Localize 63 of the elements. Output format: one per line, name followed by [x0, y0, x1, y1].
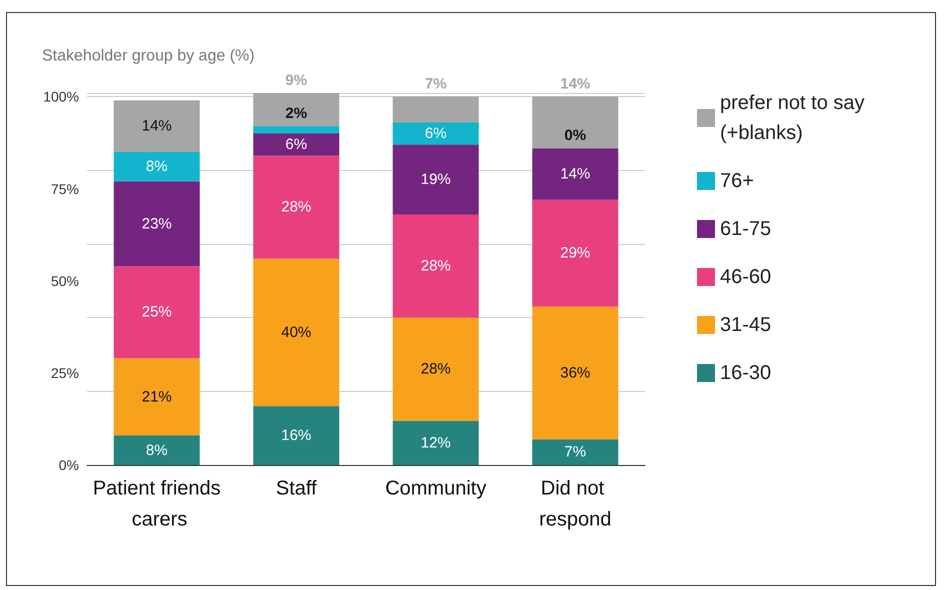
- bar: [253, 258, 340, 406]
- bar: [253, 406, 340, 465]
- data-label: 14%: [560, 166, 590, 183]
- legend-label: prefer not to say (+blanks): [720, 92, 870, 144]
- data-label: 25%: [142, 304, 172, 321]
- legend-label: 61-75: [720, 218, 772, 240]
- data-label: 21%: [142, 388, 172, 406]
- y-tick-label: 75%: [50, 180, 79, 197]
- legend-label: 76+: [720, 170, 754, 192]
- data-label: 8%: [146, 158, 168, 176]
- bar: [114, 358, 200, 436]
- data-label: 23%: [142, 215, 172, 232]
- data-label: 29%: [560, 244, 590, 262]
- data-label: 28%: [281, 198, 312, 216]
- data-label: 14%: [560, 76, 590, 93]
- bar: [253, 93, 340, 126]
- data-label: 8%: [146, 442, 168, 459]
- data-label: 9%: [285, 72, 308, 89]
- data-label: 2%: [285, 105, 308, 122]
- bar: [114, 436, 200, 465]
- legend-label: 46-60: [720, 266, 772, 288]
- data-label: 40%: [281, 324, 312, 341]
- bar: [114, 181, 200, 266]
- bar: [392, 122, 479, 145]
- bar: [253, 126, 340, 134]
- y-tick-label: 100%: [43, 88, 79, 105]
- bar: [532, 306, 618, 440]
- data-label: 16%: [281, 427, 312, 444]
- bar: [532, 148, 618, 200]
- x-tick-label: Community: [385, 478, 486, 500]
- data-label: 14%: [142, 118, 172, 135]
- bar: [392, 420, 479, 465]
- bar: [532, 439, 618, 465]
- x-tick-label: Did not respond: [539, 478, 612, 530]
- bar: [532, 96, 618, 148]
- data-label: 6%: [285, 136, 308, 154]
- y-tick-label: 50%: [50, 272, 79, 289]
- data-label: 0%: [564, 127, 586, 144]
- data-label: 12%: [420, 434, 451, 452]
- bar: [392, 214, 479, 318]
- x-tick-label: Staff: [276, 478, 318, 500]
- data-label: 36%: [560, 364, 590, 382]
- x-tick-label: Patient friends carers: [92, 478, 221, 530]
- bar: [114, 100, 200, 152]
- bar: [253, 134, 340, 156]
- chart-title: Stakeholder group by age (%): [42, 48, 255, 64]
- bar: [532, 200, 618, 307]
- y-tick-label: 0%: [58, 457, 79, 473]
- data-label: 28%: [420, 258, 451, 275]
- bar: [392, 318, 479, 421]
- data-label: 7%: [424, 76, 447, 93]
- bar: [114, 266, 200, 358]
- bar: [114, 152, 200, 182]
- data-label: 7%: [564, 444, 586, 461]
- data-label: 19%: [420, 171, 451, 188]
- legend-label: 31-45: [720, 314, 772, 336]
- legend-label: 16-30: [720, 362, 772, 384]
- y-tick-label: 25%: [50, 364, 79, 381]
- data-label: 6%: [424, 125, 447, 142]
- data-label: 28%: [420, 360, 451, 378]
- bar: [392, 144, 479, 215]
- bar: [253, 156, 340, 259]
- bar: [392, 96, 479, 122]
